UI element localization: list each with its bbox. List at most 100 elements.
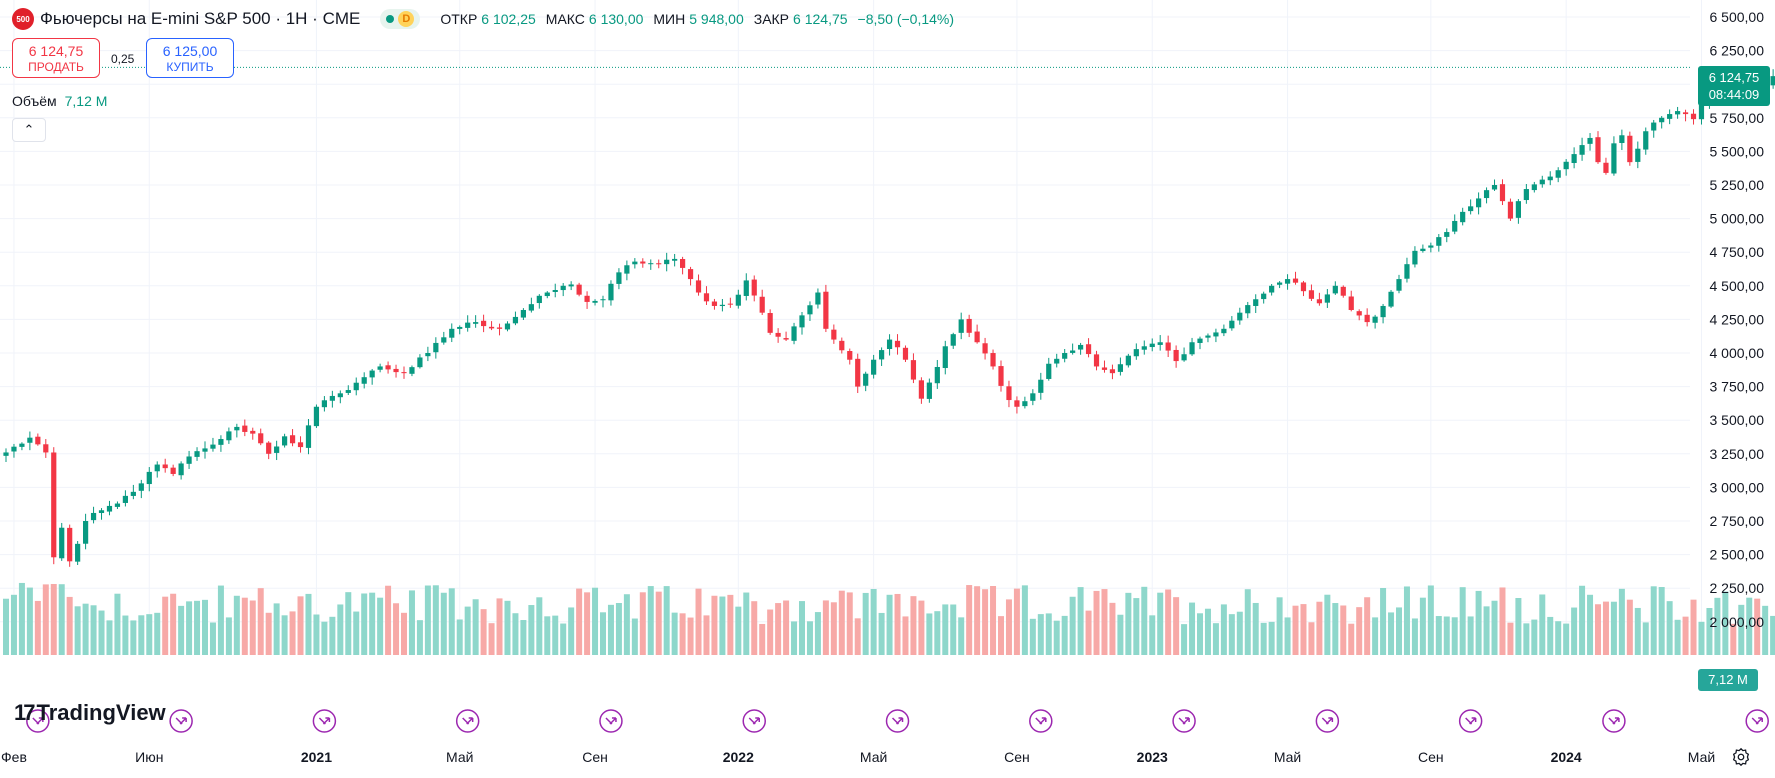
candle-body <box>783 338 789 340</box>
volume-bar <box>902 616 909 655</box>
volume-bar <box>512 613 519 655</box>
candle-body <box>274 446 280 453</box>
candle-body <box>1308 290 1315 299</box>
volume-bar <box>1133 598 1140 655</box>
symbol-logo[interactable]: 500 <box>12 8 34 30</box>
time-tick-label: Сен <box>1418 749 1444 765</box>
volume-legend[interactable]: Объём 7,12 M <box>12 93 107 109</box>
volume-bar <box>1475 590 1482 655</box>
candle-body <box>982 343 988 354</box>
volume-bar <box>241 597 248 655</box>
candle-body <box>1006 386 1012 401</box>
volume-bar <box>1539 594 1546 655</box>
candle-body <box>146 471 152 485</box>
candle-body <box>624 265 630 274</box>
price-axis[interactable]: 6 500,006 250,006 000,005 750,005 500,00… <box>1710 9 1765 630</box>
collapse-legend-button[interactable]: ⌃ <box>12 118 46 142</box>
candle-body <box>847 351 853 360</box>
collapse-arrow-icon: ⌃ <box>23 122 35 137</box>
candle-body <box>1690 113 1697 120</box>
candle-body <box>1420 248 1426 252</box>
candle-body <box>1261 293 1267 300</box>
volume-bar <box>910 596 917 655</box>
candle-body <box>950 334 956 346</box>
candle-body <box>1531 184 1537 191</box>
candle-body <box>1523 189 1529 201</box>
candle-body <box>1181 354 1187 361</box>
volume-bar <box>783 600 790 655</box>
candle-body <box>608 283 614 301</box>
candle-body <box>640 261 646 264</box>
candle-body <box>449 328 455 338</box>
candle-body <box>353 382 359 391</box>
candle-body <box>1476 198 1482 208</box>
candle-body <box>512 316 519 324</box>
volume-bar <box>1626 599 1633 655</box>
volume-bar <box>1181 624 1188 655</box>
volume-bar <box>1674 619 1681 655</box>
delayed-data-badge[interactable]: D <box>398 11 415 27</box>
volume-bar <box>1698 621 1705 655</box>
candle-body <box>600 299 606 301</box>
volume-bar <box>1348 623 1355 655</box>
last-price-tag: 6 124,75 08:44:09 <box>1698 66 1770 106</box>
candle-body <box>711 301 718 306</box>
volume-bar <box>1380 587 1387 655</box>
volume-bar <box>814 612 821 655</box>
volume-bar <box>1658 587 1665 655</box>
volume-bar <box>297 596 304 655</box>
candle-body <box>775 332 781 337</box>
sell-button[interactable]: 6 124,75 ПРОДАТЬ <box>12 38 100 78</box>
candle-body <box>3 452 9 456</box>
candle-body <box>1635 148 1641 162</box>
volume-bar <box>1332 603 1339 655</box>
settings-icon[interactable] <box>1730 746 1752 768</box>
symbol-title[interactable]: Фьючерсы на E-mini S&P 500 · 1Н · CME <box>40 9 361 28</box>
dividend-arrow-icon <box>1751 717 1763 725</box>
volume-bar <box>1093 590 1100 655</box>
candle-body <box>75 543 81 562</box>
bar-countdown: 08:44:09 <box>1708 87 1760 102</box>
volume-bar <box>1467 616 1474 655</box>
candle-body <box>536 295 542 304</box>
volume-bar <box>1292 605 1299 655</box>
candle-body <box>576 284 582 295</box>
candle-body <box>345 390 351 393</box>
symbol-header: 500 Фьючерсы на E-mini S&P 500 · 1Н · CM… <box>12 8 960 30</box>
candle-body <box>409 367 415 374</box>
candle-body <box>114 503 121 507</box>
volume-bar <box>735 606 742 655</box>
volume-label: Объём <box>12 93 57 109</box>
candle-body <box>27 437 33 443</box>
price-tick-label: 5 000,00 <box>1710 211 1765 227</box>
time-axis[interactable]: Фев Июн 2021 Май Сен 2022 Май Сен 2023 Май Сен 2024… <box>1 749 1775 765</box>
price-tick-label: 2 000,00 <box>1710 614 1765 630</box>
price-tick-label: 5 750,00 <box>1710 110 1765 126</box>
tradingview-logo[interactable]: 17 TradingView <box>14 700 166 726</box>
volume-bar <box>1714 597 1721 655</box>
candle-body <box>1133 349 1139 357</box>
volume-bar <box>1523 623 1530 655</box>
candle-body <box>90 512 97 521</box>
event-marker-icon <box>1745 709 1769 733</box>
candle-body <box>1014 400 1020 407</box>
candle-body <box>433 342 439 353</box>
event-markers[interactable] <box>26 709 1775 733</box>
buy-price: 6 125,00 <box>162 43 218 59</box>
candle-body <box>1157 342 1163 345</box>
volume-bar <box>432 585 439 655</box>
candle-body <box>210 444 216 449</box>
volume-bar <box>942 604 949 655</box>
buy-button[interactable]: 6 125,00 КУПИТЬ <box>146 38 234 78</box>
volume-bar <box>894 593 901 655</box>
high-label: МАКС <box>545 11 585 27</box>
volume-bar <box>122 615 129 655</box>
volume-bar <box>592 587 599 655</box>
time-tick-label: Май <box>1274 749 1301 765</box>
market-status[interactable]: D <box>380 9 421 29</box>
time-tick-label: Сен <box>1004 749 1030 765</box>
volume-bar <box>607 604 614 655</box>
candle-body <box>1436 237 1442 246</box>
candle-body <box>656 263 662 265</box>
